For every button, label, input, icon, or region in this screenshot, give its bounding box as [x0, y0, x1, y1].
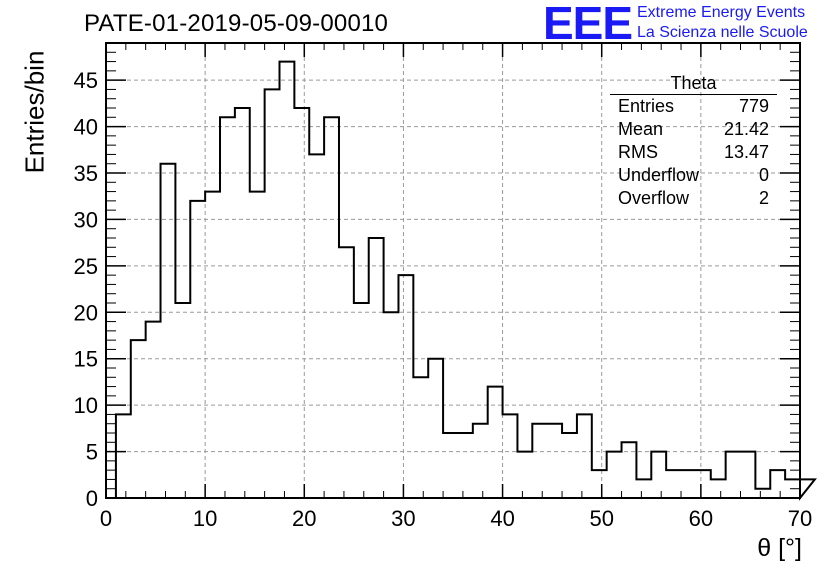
histogram-step-line [114, 60, 817, 501]
stats-label: Underflow [618, 165, 700, 185]
stats-value: 21.42 [723, 119, 769, 139]
x-tick-label: 0 [100, 506, 112, 531]
stats-value: 13.47 [723, 142, 769, 162]
grid-lines [106, 43, 800, 498]
x-tick-label: 30 [391, 506, 415, 531]
x-axis-label: θ [°] [757, 534, 802, 562]
x-tick-label: 10 [193, 506, 217, 531]
x-tick-label: 20 [292, 506, 316, 531]
stats-box-title: Theta [610, 73, 777, 95]
eee-logo: EEE [543, 0, 633, 49]
stats-row-rms: RMS 13.47 [610, 141, 777, 164]
x-tick-labels: 0 10 20 30 40 50 60 70 [100, 506, 812, 531]
y-tick-labels: 0 5 10 15 20 25 30 35 40 45 [74, 68, 98, 511]
y-tick-label: 40 [74, 115, 98, 140]
y-tick-label: 30 [74, 207, 98, 232]
logo-caption-line1: Extreme Energy Events [637, 4, 806, 21]
stats-value: 2 [758, 188, 769, 208]
stats-row-underflow: Underflow 0 [610, 164, 777, 187]
x-tick-label: 70 [788, 506, 812, 531]
y-tick-label: 5 [86, 440, 98, 465]
y-tick-label: 0 [86, 486, 98, 511]
logo-caption: Extreme Energy Events La Scienza nelle S… [637, 3, 808, 43]
chart-title: PATE-01-2019-05-09-00010 [84, 10, 389, 37]
stats-row-entries: Entries 779 [610, 95, 777, 118]
y-tick-label: 20 [74, 300, 98, 325]
x-tick-label: 50 [589, 506, 613, 531]
stats-value: 779 [738, 96, 769, 116]
stats-label: Overflow [618, 188, 690, 208]
y-tick-label: 25 [74, 254, 98, 279]
stats-label: Mean [618, 119, 664, 139]
stats-row-overflow: Overflow 2 [610, 187, 777, 210]
y-tick-label: 10 [74, 393, 98, 418]
stats-box: Theta Entries 779 Mean 21.42 RMS 13.47 U… [610, 73, 777, 210]
stats-label: RMS [618, 142, 658, 162]
x-tick-label: 40 [490, 506, 514, 531]
y-tick-label: 15 [74, 347, 98, 372]
y-tick-label: 35 [74, 161, 98, 186]
y-tick-label: 45 [74, 68, 98, 93]
plot-frame [105, 42, 801, 499]
stats-row-mean: Mean 21.42 [610, 118, 777, 141]
logo-caption-line2: La Scienza nelle Scuole [637, 24, 808, 41]
x-tick-label: 60 [689, 506, 713, 531]
stats-value: 0 [758, 165, 769, 185]
stats-label: Entries [618, 96, 675, 116]
